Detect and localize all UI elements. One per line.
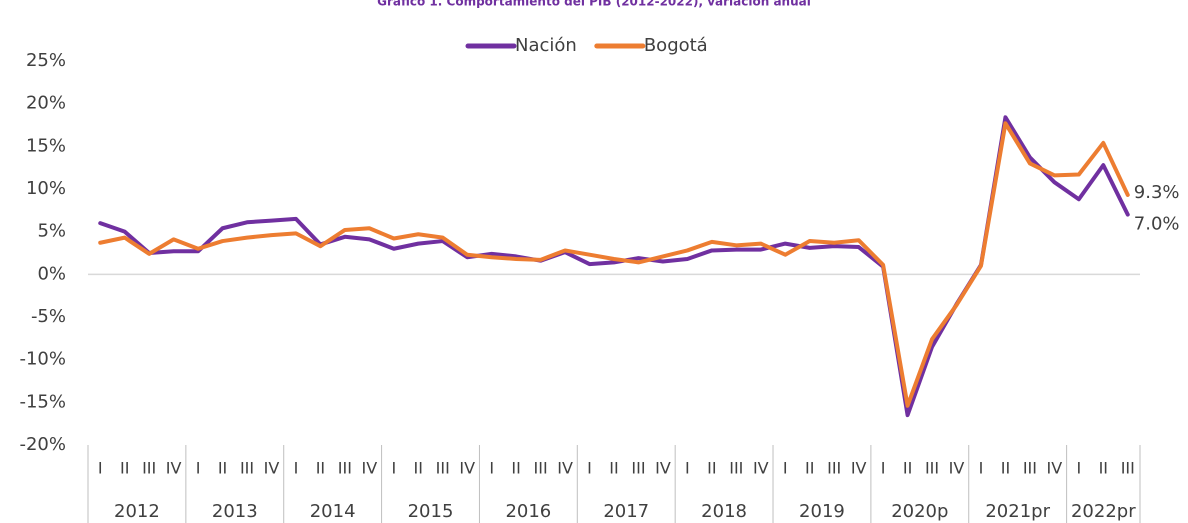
y-tick-label: 0%: [37, 263, 66, 284]
x-tick-label: I: [98, 459, 103, 478]
x-tick-label: III: [142, 459, 156, 478]
x-tick-label: II: [609, 459, 618, 478]
x-tick-label: II: [316, 459, 325, 478]
x-tick-label: I: [196, 459, 201, 478]
x-group-label: 2017: [603, 501, 649, 522]
x-tick-label: IV: [264, 459, 280, 478]
y-tick-label: 20%: [26, 93, 66, 114]
x-tick-label: III: [631, 459, 645, 478]
x-tick-label: II: [414, 459, 423, 478]
x-tick-label: IV: [362, 459, 378, 478]
x-tick-label: II: [218, 459, 227, 478]
legend-label: Nación: [515, 35, 577, 56]
x-tick-label: I: [881, 459, 886, 478]
x-tick-label: II: [903, 459, 912, 478]
x-group-label: 2015: [408, 501, 454, 522]
x-group-label: 2016: [505, 501, 551, 522]
x-group-label: 2013: [212, 501, 258, 522]
data-label: 7.0%: [1134, 214, 1180, 235]
x-tick-label: II: [511, 459, 520, 478]
y-tick-label: 15%: [26, 135, 66, 156]
x-tick-label: I: [489, 459, 494, 478]
x-group-label: 2019: [799, 501, 845, 522]
x-group-label: 2014: [310, 501, 356, 522]
y-tick-label: 5%: [37, 221, 66, 242]
x-tick-label: I: [685, 459, 690, 478]
series-line: [98, 121, 1130, 408]
x-tick-label: II: [707, 459, 716, 478]
x-tick-label: IV: [949, 459, 965, 478]
x-tick-label: I: [1076, 459, 1081, 478]
x-tick-label: IV: [166, 459, 182, 478]
data-label: 9.3%: [1134, 182, 1180, 203]
x-tick-label: III: [729, 459, 743, 478]
x-group-label: 2021pr: [985, 501, 1050, 522]
x-tick-label: I: [294, 459, 299, 478]
y-tick-label: -5%: [31, 306, 66, 327]
x-tick-label: III: [1023, 459, 1037, 478]
x-tick-label: IV: [1047, 459, 1063, 478]
series-line: [98, 115, 1130, 418]
x-tick-label: II: [120, 459, 129, 478]
x-tick-label: IV: [557, 459, 573, 478]
y-tick-label: -20%: [19, 434, 66, 455]
y-tick-label: 10%: [26, 178, 66, 199]
x-tick-label: III: [534, 459, 548, 478]
x-tick-label: IV: [655, 459, 671, 478]
x-tick-label: IV: [753, 459, 769, 478]
x-group-label: 2012: [114, 501, 160, 522]
x-group-label: 2020p: [891, 501, 948, 522]
x-tick-label: I: [783, 459, 788, 478]
x-tick-label: II: [805, 459, 814, 478]
x-tick-label: I: [979, 459, 984, 478]
x-tick-label: III: [1121, 459, 1135, 478]
x-tick-label: I: [587, 459, 592, 478]
x-tick-label: III: [925, 459, 939, 478]
x-tick-label: III: [338, 459, 352, 478]
y-tick-label: -15%: [19, 391, 66, 412]
x-tick-label: IV: [459, 459, 475, 478]
chart-title: Gráfico 1. Comportamiento del PIB (2012-…: [377, 0, 811, 9]
x-tick-label: IV: [851, 459, 867, 478]
legend-label: Bogotá: [644, 35, 708, 56]
x-tick-label: II: [1001, 459, 1010, 478]
y-tick-label: -10%: [19, 349, 66, 370]
x-tick-label: II: [1099, 459, 1108, 478]
x-tick-label: III: [827, 459, 841, 478]
x-group-label: 2022pr: [1071, 501, 1136, 522]
y-tick-label: 25%: [26, 50, 66, 71]
x-tick-label: III: [240, 459, 254, 478]
x-tick-label: I: [391, 459, 396, 478]
x-tick-label: III: [436, 459, 450, 478]
x-group-label: 2018: [701, 501, 747, 522]
